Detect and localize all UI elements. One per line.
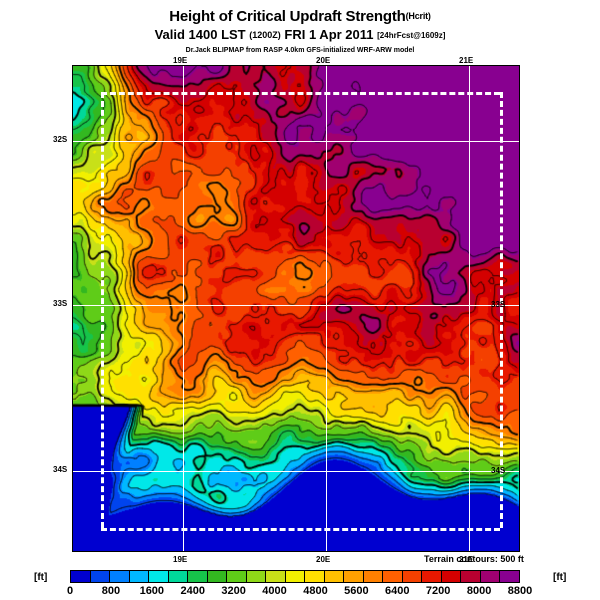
colorbar-swatch <box>383 571 403 582</box>
colorbar-unit-right: [ft] <box>553 572 567 583</box>
colorbar-swatch <box>402 571 423 582</box>
lon-label-top-21e: 21E <box>459 56 474 65</box>
subtitle-valid-time: Valid 1400 LST <box>154 27 246 42</box>
lon-label-bottom-19e: 19E <box>173 555 188 564</box>
colorbar-swatch <box>500 571 519 582</box>
lat-label-left-33s: 33S <box>53 299 68 308</box>
subtitle-forecast-stamp: [24hrFcst@1609z] <box>377 31 446 40</box>
page-title-variable: (Hcrit) <box>405 11 431 21</box>
colorbar-tick-label: 800 <box>101 585 121 597</box>
colorbar-swatch <box>461 571 481 582</box>
colorbar-swatch <box>188 571 208 582</box>
colorbar-swatch <box>110 571 130 582</box>
colorbar-tick-label: 8000 <box>466 585 492 597</box>
colorbar-swatch <box>441 571 462 582</box>
colorbar-swatch <box>168 571 189 582</box>
terrain-contour-note: Terrain contours: 500 ft <box>424 554 524 564</box>
colorbar-unit-left: [ft] <box>34 572 48 583</box>
map-plot-area: 33S 34S <box>72 65 520 552</box>
page-title-text: Height of Critical Updraft Strength <box>169 8 406 25</box>
page-title: Height of Critical Updraft Strength(Hcri… <box>0 8 600 25</box>
chart-header: Height of Critical Updraft Strength(Hcri… <box>0 8 600 55</box>
lon-label-bottom-21e: 21E <box>459 555 474 564</box>
colorbar-swatch <box>305 571 325 582</box>
colorbar-tick-label: 4000 <box>262 585 287 597</box>
colorbar-swatch <box>227 571 247 582</box>
chart-subtitle: Valid 1400 LST (1200Z) FRI 1 Apr 2011 [2… <box>0 27 600 43</box>
lon-label-top-20e: 20E <box>316 56 331 65</box>
colorbar-swatch <box>324 571 345 582</box>
colorbar-tick-label: 6400 <box>385 585 410 597</box>
colorbar-swatch <box>90 571 111 582</box>
colorbar-tick-label: 5600 <box>344 585 369 597</box>
colorbar <box>70 570 520 583</box>
subtitle-date: FRI 1 Apr 2011 <box>284 27 374 42</box>
colorbar-swatch <box>149 571 169 582</box>
colorbar-swatch <box>129 571 150 582</box>
colorbar-swatch <box>207 571 228 582</box>
subtitle-utc-time: (1200Z) <box>249 30 281 40</box>
lat-label-left-34s: 34S <box>53 465 68 474</box>
lon-label-top-19e: 19E <box>173 56 188 65</box>
colorbar-tick-label: 3200 <box>221 585 246 597</box>
colorbar-tick-label: 4800 <box>303 585 328 597</box>
colorbar-tick-label: 1600 <box>139 585 165 597</box>
colorbar-swatch <box>363 571 384 582</box>
colorbar-swatch <box>480 571 501 582</box>
colorbar-swatch <box>71 571 91 582</box>
colorbar-swatch <box>344 571 364 582</box>
colorbar-tick-label: 8800 <box>507 585 533 597</box>
colorbar-tick-label: 7200 <box>425 585 451 597</box>
colorbar-swatch <box>266 571 286 582</box>
colorbar-swatch <box>285 571 306 582</box>
lon-label-bottom-20e: 20E <box>316 555 331 564</box>
hcrit-heatmap-canvas <box>73 66 519 551</box>
colorbar-swatch <box>422 571 442 582</box>
lat-label-left-32s: 32S <box>53 135 68 144</box>
colorbar-tick-label: 2400 <box>180 585 205 597</box>
model-credit: Dr.Jack BLIPMAP from RASP 4.0km GFS-init… <box>185 47 415 54</box>
colorbar-tick-label: 0 <box>66 585 74 597</box>
colorbar-swatch <box>246 571 267 582</box>
